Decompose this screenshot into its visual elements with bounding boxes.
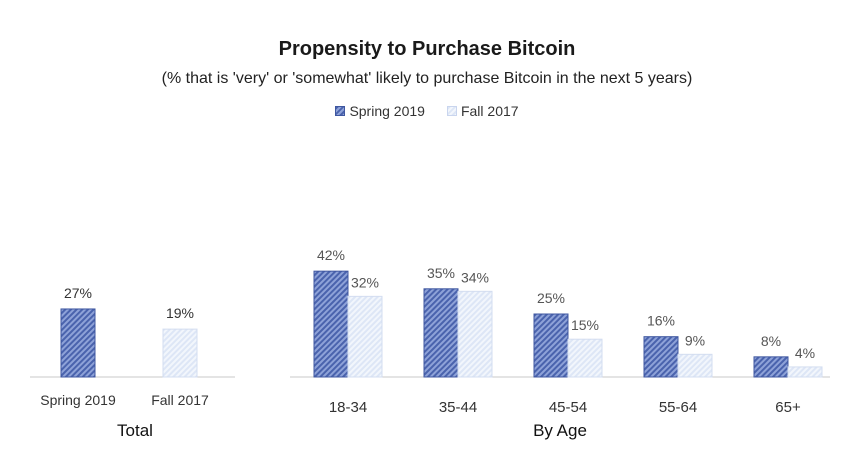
bar-by-age-spring-2019-55-64 bbox=[643, 336, 679, 378]
panel-title-total: Total bbox=[117, 421, 153, 440]
data-label-spring-2019-35-44: 35% bbox=[427, 265, 455, 281]
data-label-spring-2019-55-64: 16% bbox=[647, 313, 675, 329]
bar-by-age-fall-2017-65+ bbox=[787, 366, 823, 378]
chart-legend: Spring 2019 Fall 2017 bbox=[0, 103, 854, 119]
data-label-total-0: 27% bbox=[64, 285, 92, 301]
bar-total-spring-2019 bbox=[60, 308, 96, 378]
legend-swatch-fall-2017 bbox=[446, 106, 457, 116]
data-label-fall-2017-55-64: 9% bbox=[685, 332, 705, 348]
bar-by-age-fall-2017-18-34 bbox=[347, 295, 383, 378]
bar-by-age-spring-2019-35-44 bbox=[423, 288, 459, 378]
chart-title: Propensity to Purchase Bitcoin bbox=[278, 38, 576, 60]
data-label-fall-2017-45-54: 15% bbox=[571, 317, 599, 333]
bar-by-age-fall-2017-35-44 bbox=[457, 290, 493, 378]
data-label-total-1: 19% bbox=[166, 305, 194, 321]
legend-item-spring-2019: Spring 2019 bbox=[335, 103, 425, 119]
data-label-spring-2019-65+: 8% bbox=[761, 333, 781, 349]
chart-subtitle: (% that is 'very' or 'somewhat' likely t… bbox=[161, 70, 693, 87]
tick-label-by-age-45-54: 45-54 bbox=[549, 399, 587, 416]
tick-label-by-age-35-44: 35-44 bbox=[439, 399, 477, 416]
tick-label-by-age-65+: 65+ bbox=[775, 399, 801, 416]
legend-swatch-spring-2019 bbox=[335, 106, 346, 116]
legend-item-fall-2017: Fall 2017 bbox=[446, 103, 519, 119]
bar-by-age-fall-2017-55-64 bbox=[677, 353, 713, 378]
bar-total-fall-2017 bbox=[162, 328, 198, 378]
data-label-fall-2017-65+: 4% bbox=[795, 345, 815, 361]
bar-by-age-fall-2017-45-54 bbox=[567, 338, 603, 378]
bar-by-age-spring-2019-18-34 bbox=[313, 270, 349, 378]
data-label-spring-2019-18-34: 42% bbox=[317, 247, 345, 263]
legend-label-fall-2017: Fall 2017 bbox=[460, 103, 519, 119]
tick-label-total-1: Fall 2017 bbox=[151, 392, 209, 408]
data-label-fall-2017-18-34: 32% bbox=[351, 274, 379, 290]
legend-label-spring-2019: Spring 2019 bbox=[349, 103, 425, 119]
data-label-spring-2019-45-54: 25% bbox=[537, 290, 565, 306]
bar-by-age-spring-2019-65+ bbox=[753, 356, 789, 378]
panel-title-by-age: By Age bbox=[533, 421, 587, 440]
tick-label-by-age-55-64: 55-64 bbox=[659, 399, 697, 416]
tick-label-total-0: Spring 2019 bbox=[40, 392, 116, 408]
tick-label-by-age-18-34: 18-34 bbox=[329, 399, 367, 416]
data-label-fall-2017-35-44: 34% bbox=[461, 269, 489, 285]
bar-by-age-spring-2019-45-54 bbox=[533, 313, 569, 378]
